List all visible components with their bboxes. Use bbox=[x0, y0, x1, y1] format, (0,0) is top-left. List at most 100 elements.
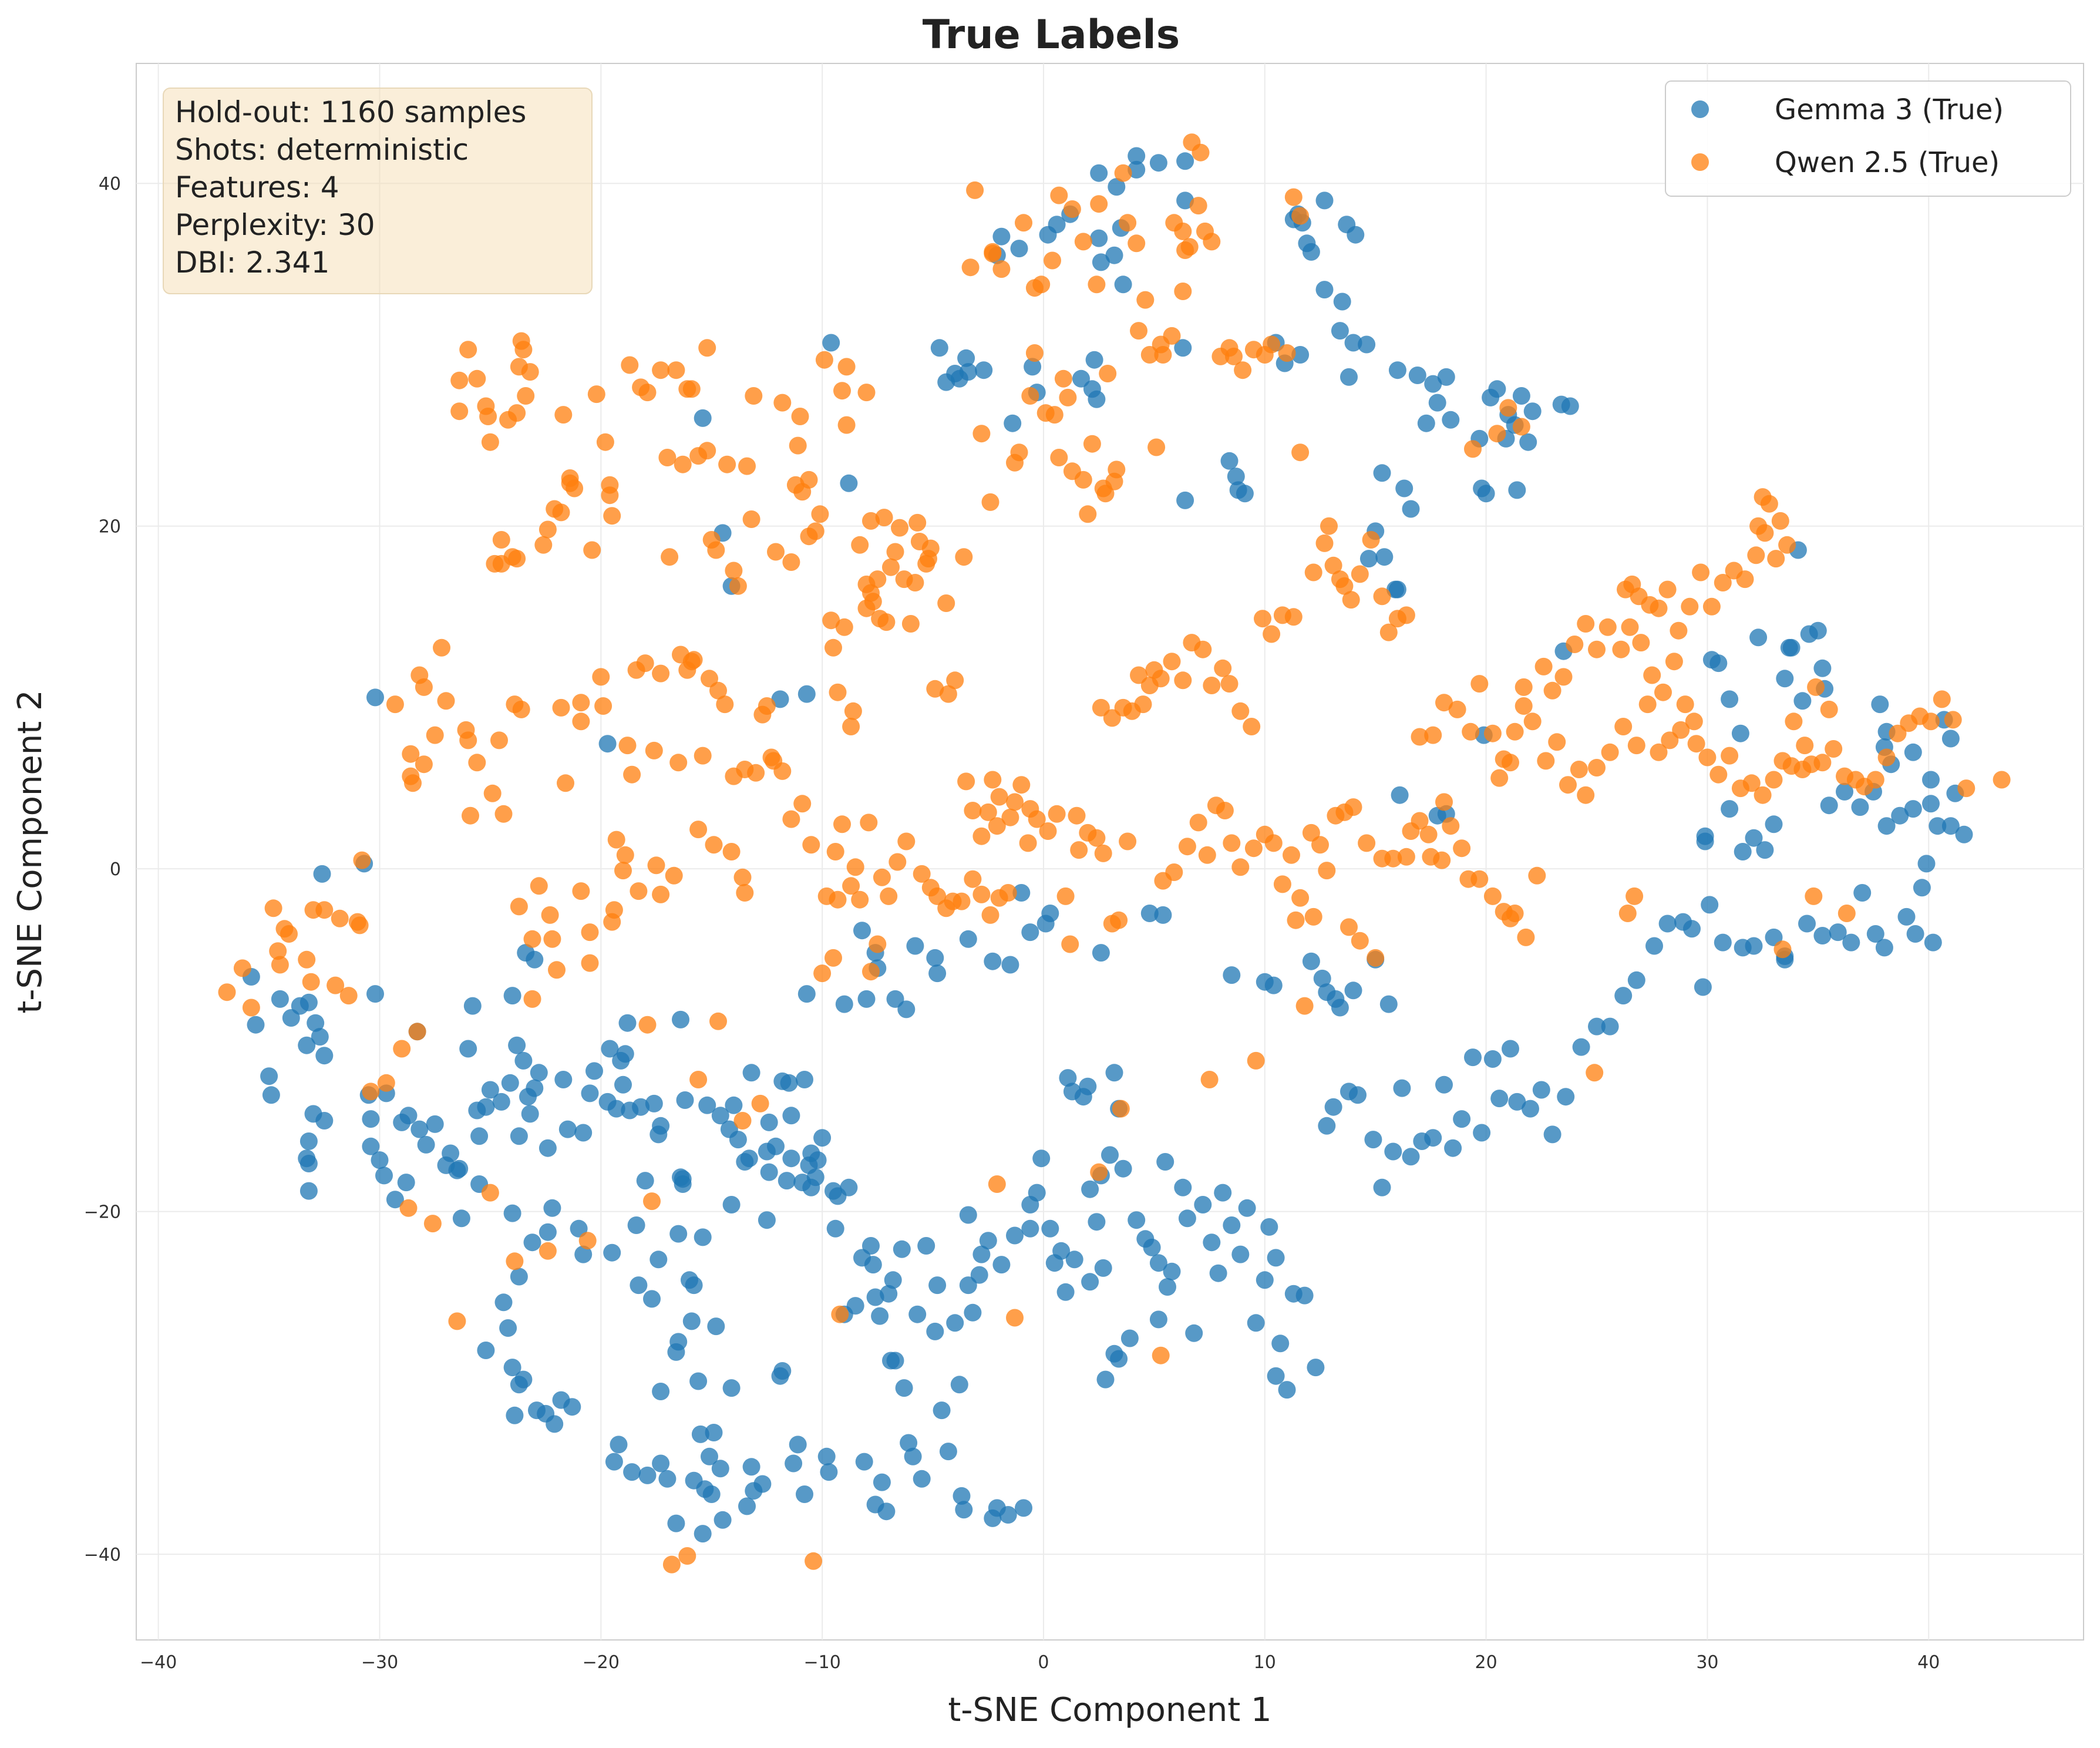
data-point bbox=[1074, 233, 1092, 251]
data-point bbox=[1851, 798, 1869, 816]
data-point bbox=[1320, 517, 1338, 535]
data-point bbox=[1957, 779, 1976, 798]
data-point bbox=[514, 341, 533, 359]
data-point bbox=[311, 1028, 329, 1046]
data-point bbox=[1039, 226, 1057, 244]
data-point bbox=[315, 901, 334, 919]
data-point bbox=[1650, 599, 1668, 617]
data-point bbox=[1344, 334, 1362, 352]
data-point bbox=[1820, 700, 1838, 718]
data-point bbox=[652, 1383, 670, 1400]
data-point bbox=[315, 1047, 334, 1065]
data-point bbox=[1061, 935, 1079, 953]
data-point bbox=[1721, 800, 1739, 818]
data-point bbox=[972, 885, 991, 903]
data-point bbox=[1522, 1100, 1539, 1118]
data-point bbox=[701, 670, 718, 688]
data-point bbox=[864, 593, 882, 611]
data-point bbox=[738, 457, 756, 475]
legend-label-qwen: Qwen 2.5 (True) bbox=[1775, 146, 2000, 179]
data-point bbox=[1243, 718, 1261, 735]
data-point bbox=[767, 543, 785, 561]
data-point bbox=[1189, 814, 1207, 832]
data-point bbox=[875, 509, 893, 527]
data-point bbox=[477, 1098, 495, 1116]
data-point bbox=[1502, 1040, 1519, 1058]
data-point bbox=[645, 1094, 663, 1112]
data-point bbox=[877, 1502, 896, 1521]
data-point bbox=[953, 892, 971, 910]
data-point bbox=[901, 615, 920, 633]
data-point bbox=[523, 990, 541, 1008]
data-point bbox=[1291, 889, 1310, 907]
data-point bbox=[711, 1460, 729, 1478]
data-point bbox=[1032, 1149, 1051, 1168]
data-point bbox=[1340, 368, 1358, 386]
data-point bbox=[448, 1312, 466, 1330]
data-point bbox=[630, 1276, 648, 1295]
data-point bbox=[1776, 670, 1794, 688]
data-point bbox=[1490, 769, 1509, 787]
data-point bbox=[999, 1506, 1017, 1524]
data-point bbox=[1537, 752, 1555, 770]
data-point bbox=[1189, 197, 1207, 215]
data-point bbox=[1665, 653, 1683, 671]
data-point bbox=[729, 1131, 747, 1149]
y-axis-title: t-SNE Component 2 bbox=[11, 690, 49, 1013]
data-point bbox=[510, 1268, 528, 1286]
data-point bbox=[1264, 976, 1283, 994]
data-point bbox=[1875, 939, 1893, 957]
data-point bbox=[702, 1485, 721, 1503]
data-point bbox=[1344, 981, 1362, 1000]
data-point bbox=[815, 351, 833, 369]
data-point bbox=[722, 1196, 741, 1213]
data-point bbox=[889, 853, 907, 871]
data-point bbox=[1214, 659, 1232, 677]
data-point bbox=[1627, 971, 1645, 989]
data-point bbox=[1922, 795, 1940, 813]
data-point bbox=[1156, 1153, 1174, 1171]
data-point bbox=[806, 1168, 824, 1186]
data-point bbox=[1820, 796, 1838, 815]
data-point bbox=[481, 1184, 499, 1202]
data-point bbox=[1462, 722, 1480, 741]
data-point bbox=[1006, 1226, 1024, 1245]
data-point bbox=[1134, 695, 1152, 714]
data-point bbox=[791, 408, 809, 425]
data-point bbox=[503, 987, 521, 1005]
data-point bbox=[1373, 587, 1391, 606]
data-point bbox=[1140, 905, 1159, 922]
data-point bbox=[596, 433, 614, 451]
data-point bbox=[674, 1170, 692, 1188]
data-point bbox=[1012, 884, 1031, 902]
data-point bbox=[1048, 805, 1066, 823]
data-point bbox=[1515, 697, 1533, 715]
data-point bbox=[1180, 238, 1199, 256]
data-point bbox=[271, 990, 289, 1008]
data-point bbox=[961, 258, 980, 277]
data-point bbox=[1519, 433, 1537, 451]
data-point bbox=[1081, 1180, 1099, 1198]
data-point bbox=[299, 1132, 318, 1150]
x-tick-label: −20 bbox=[583, 1652, 620, 1673]
data-point bbox=[751, 1094, 769, 1112]
data-point bbox=[1342, 591, 1360, 609]
data-point bbox=[1515, 678, 1533, 696]
data-point bbox=[1324, 556, 1342, 574]
data-point bbox=[1165, 863, 1183, 881]
data-point bbox=[652, 885, 670, 903]
x-tick-label: −30 bbox=[361, 1652, 398, 1673]
info-line-features: Features: 4 bbox=[175, 170, 339, 204]
data-point bbox=[771, 690, 789, 708]
data-point bbox=[1853, 884, 1872, 902]
data-point bbox=[877, 613, 896, 631]
data-point bbox=[1731, 724, 1749, 742]
data-point bbox=[521, 363, 539, 381]
data-point bbox=[886, 990, 904, 1008]
data-point bbox=[904, 1447, 922, 1465]
data-point bbox=[1185, 1324, 1203, 1342]
data-point bbox=[1068, 806, 1086, 825]
data-point bbox=[508, 550, 526, 568]
data-point bbox=[1085, 351, 1103, 369]
data-point bbox=[676, 1091, 694, 1109]
